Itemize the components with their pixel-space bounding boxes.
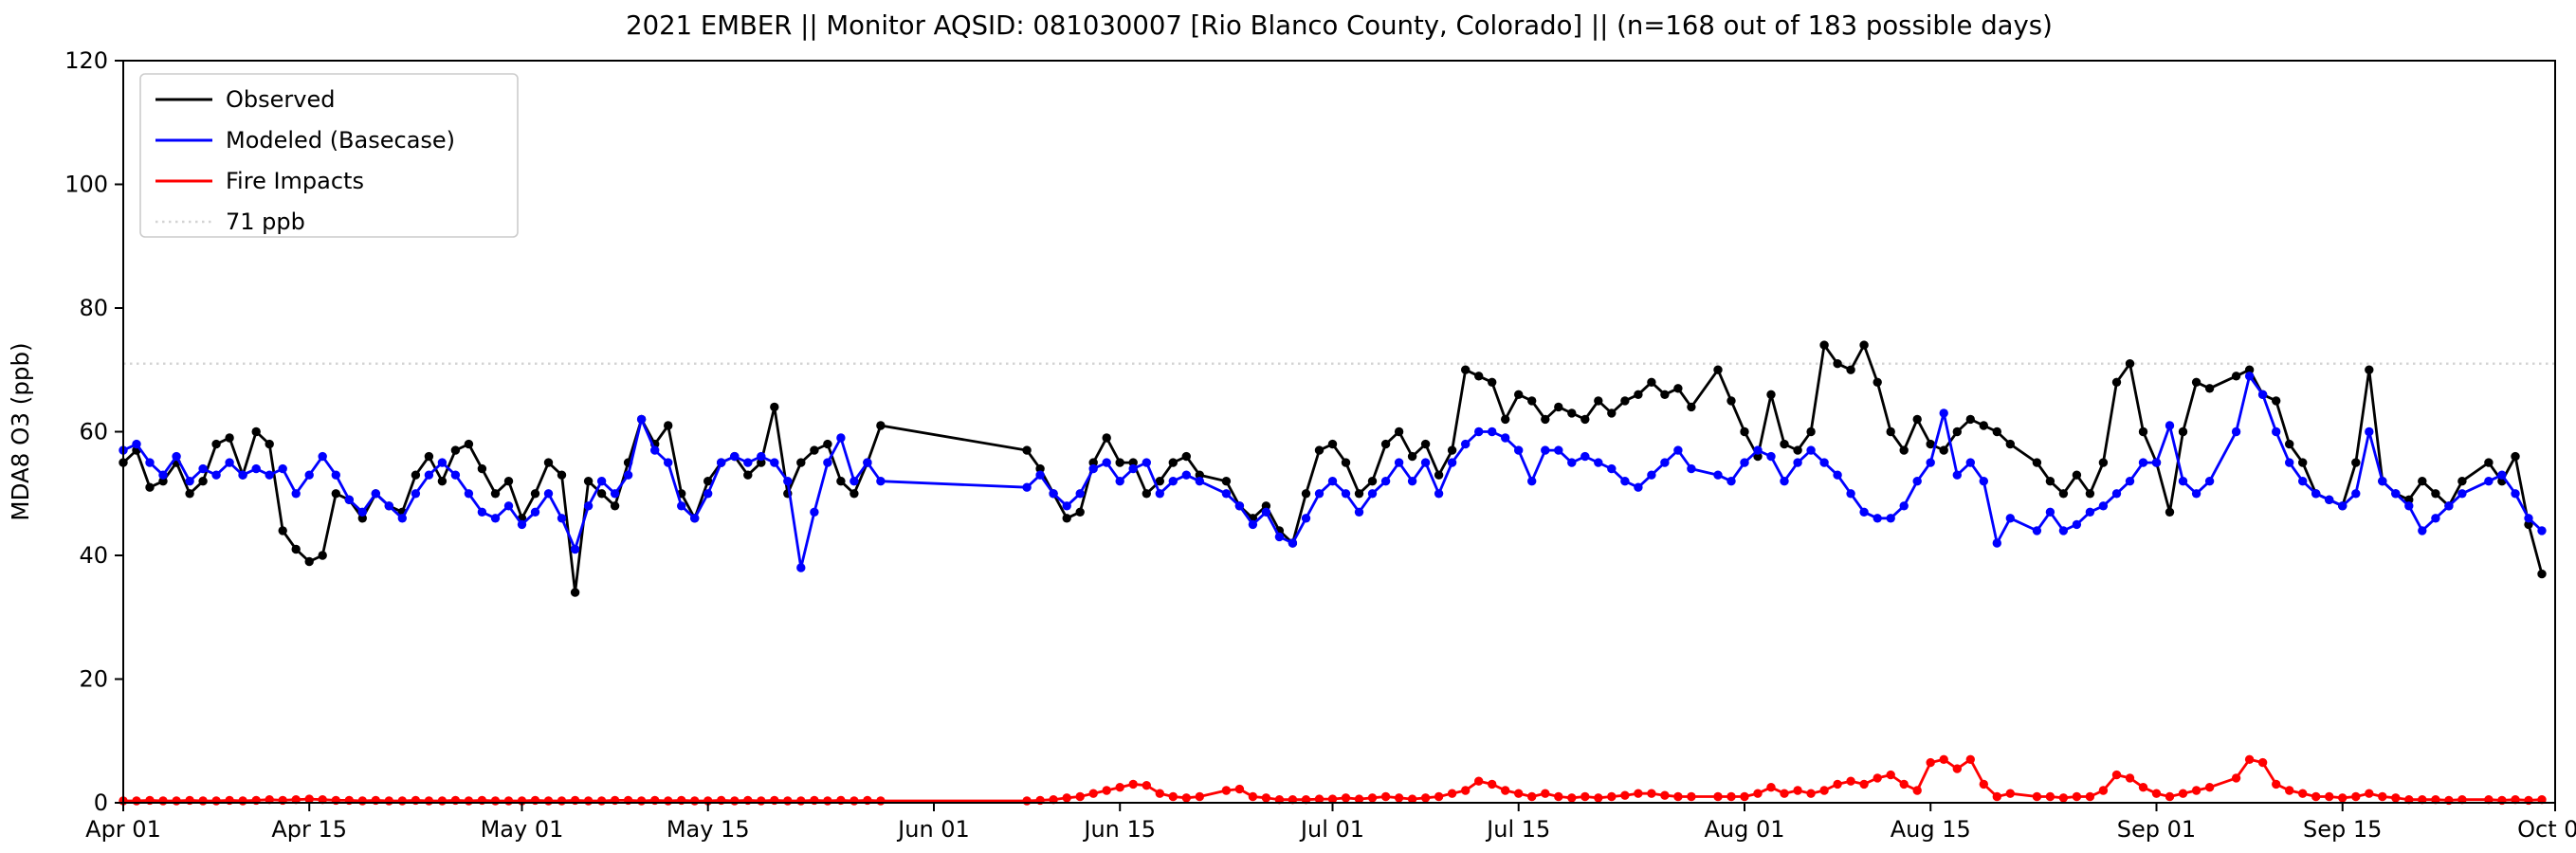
- x-tick-label: Oct 01: [2517, 816, 2576, 843]
- y-tick-label: 20: [79, 666, 108, 693]
- fire-markers: [119, 754, 2547, 806]
- x-tick-label: Apr 15: [271, 816, 347, 843]
- y-tick-label: 40: [79, 542, 108, 569]
- x-tick-label: Sep 01: [2117, 816, 2196, 843]
- x-tick-label: May 01: [481, 816, 564, 843]
- observed-line: [122, 343, 2544, 594]
- x-tick-label: Jul 15: [1485, 816, 1550, 843]
- y-tick-label: 120: [64, 47, 108, 74]
- plot-area: [123, 61, 2555, 803]
- x-tick-label: Apr 01: [85, 816, 161, 843]
- y-axis: 0 20 40 60 80 100 120: [64, 47, 123, 816]
- y-axis-label: MDA8 O3 (ppb): [7, 342, 34, 520]
- x-tick-label: Aug 15: [1891, 816, 1971, 843]
- y-tick-label: 0: [94, 789, 108, 816]
- x-tick-label: May 15: [667, 816, 750, 843]
- legend-box: [139, 73, 519, 238]
- x-tick-label: Jun 15: [1082, 816, 1156, 843]
- legend-label: Fire Impacts: [226, 168, 364, 194]
- x-axis: Apr 01 Apr 15 May 01 May 15 Jun 01 Jun 15 Jul …: [85, 803, 2576, 843]
- chart-title: 2021 EMBER || Monitor AQSID: 081030007 […: [626, 10, 2053, 41]
- x-tick-label: Jul 01: [1299, 816, 1364, 843]
- modeled-markers: [119, 372, 2547, 572]
- legend-label: Observed: [226, 86, 335, 113]
- legend-label: 71 ppb: [226, 209, 305, 235]
- y-tick-label: 60: [79, 419, 108, 445]
- x-tick-label: Aug 01: [1704, 816, 1784, 843]
- legend: Observed Modeled (Basecase) Fire Impacts 71…: [139, 73, 519, 238]
- x-tick-label: Jun 01: [896, 816, 970, 843]
- legend-label: Modeled (Basecase): [226, 127, 455, 154]
- y-tick-label: 80: [79, 295, 108, 321]
- y-tick-label: 100: [64, 172, 108, 198]
- x-tick-label: Sep 15: [2303, 816, 2382, 843]
